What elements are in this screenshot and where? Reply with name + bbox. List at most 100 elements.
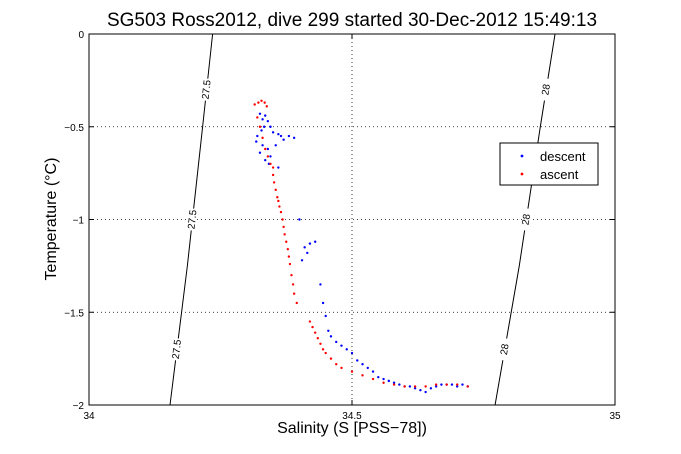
legend: descent ascent <box>499 142 599 186</box>
y-tick-label: 0 <box>78 30 84 41</box>
descent-point <box>261 118 264 121</box>
descent-point <box>256 134 259 138</box>
ascent-point <box>295 301 298 305</box>
ascent-point <box>282 225 285 229</box>
descent-point <box>264 158 267 162</box>
axis-ticks: 34 34.5 35 0 −0.5 −1 −1.5 −2 <box>64 30 621 422</box>
contour-label: 28 <box>499 343 512 356</box>
ascent-point <box>264 147 267 151</box>
descent-point <box>324 314 327 318</box>
ascent-point <box>316 337 320 340</box>
ascent-point <box>445 383 448 386</box>
descent-point <box>292 136 296 140</box>
ascent-point <box>392 383 396 386</box>
ascent-point <box>288 262 292 266</box>
descent-point <box>434 385 438 388</box>
descent-point <box>371 370 375 373</box>
ascent-point <box>382 381 385 384</box>
contour-label: 28 <box>520 213 533 226</box>
contour-label: 28 <box>540 83 553 96</box>
descent-point <box>361 362 364 366</box>
ascent-point <box>424 385 427 388</box>
contour-label: 27.5 <box>201 79 214 100</box>
descent-point <box>440 383 443 386</box>
descent-point <box>258 112 262 115</box>
ascent-point <box>283 233 286 236</box>
series-ascent <box>253 99 469 388</box>
ascent-point <box>276 196 279 199</box>
x-tick-label: 34 <box>83 411 95 422</box>
ascent-point <box>319 342 322 345</box>
contour-label: 27.5 <box>186 209 199 230</box>
descent-point <box>313 240 317 243</box>
chart-title: SG503 Ross2012, dive 299 started 30-Dec-… <box>107 10 597 31</box>
y-tick-label: −0.5 <box>64 123 84 134</box>
contour-label-bg <box>520 208 532 231</box>
ascent-point <box>266 155 270 158</box>
contour-label-bg <box>187 208 198 231</box>
descent-point <box>335 340 338 344</box>
density-contours: 27.5 27.5 27.5 28 28 28 <box>169 33 556 406</box>
ascent-point <box>274 188 277 192</box>
descent-point <box>269 125 272 128</box>
descent-point <box>274 144 277 147</box>
descent-point <box>350 351 354 355</box>
y-tick-label: −1.5 <box>64 308 84 319</box>
legend-label-descent: descent <box>540 149 586 164</box>
legend-marker-descent <box>520 154 524 158</box>
descent-point <box>258 151 262 154</box>
ascent-point <box>324 351 327 355</box>
data-series <box>253 99 469 394</box>
ascent-point <box>340 366 343 370</box>
descent-point <box>398 383 401 386</box>
ascent-point <box>308 320 312 323</box>
descent-point <box>387 379 391 383</box>
descent-point <box>456 385 459 388</box>
ascent-point <box>286 247 290 251</box>
contour-label: 27.5 <box>171 339 184 360</box>
descent-point <box>277 166 280 169</box>
descent-point <box>327 329 330 332</box>
legend-label-ascent: ascent <box>540 167 579 182</box>
descent-point <box>366 366 369 370</box>
y-tick-label: −2 <box>73 401 85 412</box>
descent-point <box>429 387 433 390</box>
ascent-point <box>260 99 263 102</box>
ascent-point <box>290 273 293 277</box>
ascent-point <box>271 166 275 169</box>
contour-label-bg <box>201 78 212 102</box>
ascent-point <box>269 162 272 166</box>
descent-point <box>298 218 301 221</box>
grid <box>89 34 615 405</box>
ascent-point <box>271 173 275 177</box>
contour-label-bg <box>499 337 511 361</box>
ascent-point <box>466 385 469 388</box>
ascent-point <box>277 199 280 203</box>
descent-point <box>340 344 343 347</box>
legend-marker-ascent <box>520 172 524 176</box>
ascent-point <box>413 385 417 388</box>
ascent-point <box>285 240 288 243</box>
x-tick-label: 35 <box>609 411 621 422</box>
ascent-point <box>313 331 317 334</box>
descent-point <box>377 375 380 379</box>
x-tick-label: 34.5 <box>342 411 362 422</box>
descent-point <box>419 388 422 392</box>
descent-point <box>266 147 270 151</box>
ascent-point <box>335 362 338 366</box>
descent-point <box>260 129 263 132</box>
descent-point <box>308 242 312 245</box>
ascent-point <box>371 377 375 381</box>
descent-point <box>255 140 258 143</box>
contour-label-bg <box>171 337 183 361</box>
ascent-point <box>261 136 264 140</box>
ascent-point <box>403 385 406 388</box>
ascent-point <box>329 357 333 360</box>
legend-box <box>499 142 599 186</box>
descent-point <box>319 283 322 286</box>
descent-point <box>408 385 412 388</box>
ascent-point <box>281 218 284 221</box>
descent-point <box>287 134 291 138</box>
descent-point <box>356 359 359 362</box>
